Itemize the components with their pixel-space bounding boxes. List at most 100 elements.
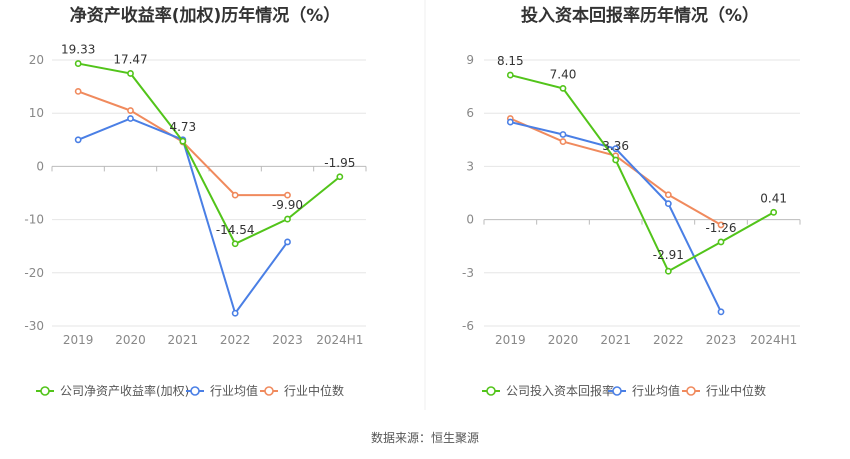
roic-legend-label: 行业中位数	[706, 383, 766, 398]
roic-series-point-1[interactable]	[612, 145, 620, 153]
roic-series-group	[506, 71, 778, 316]
roic-y-tick-label: 0	[466, 213, 474, 227]
roic-series-point-1[interactable]	[664, 200, 672, 208]
roic-series-point-1[interactable]	[717, 308, 725, 316]
roe-x-tick-label: 2019	[63, 333, 94, 347]
roic-series-point-1[interactable]	[559, 131, 567, 138]
roe-data-label: 19.33	[61, 43, 95, 57]
roe-grid	[51, 59, 367, 327]
roic-series-point-2[interactable]	[559, 138, 567, 145]
roe-series-point-0[interactable]	[336, 173, 344, 181]
roic-y-tick-label: -6	[462, 319, 474, 333]
roe-series-point-0[interactable]	[74, 60, 82, 67]
roic-data-label: -2.91	[653, 248, 684, 262]
roic-chart-title: 投入资本回报率历年情况（%）	[521, 5, 759, 26]
roe-x-tick-label: 2022	[220, 333, 251, 347]
roe-series-point-0[interactable]	[231, 240, 239, 248]
roe-series-line-0	[77, 62, 341, 246]
roe-y-axis: 20 10 0 -10 -20 -30	[24, 53, 44, 333]
roic-legend-label: 行业均值	[632, 383, 680, 398]
roe-x-tick-label: 2020	[115, 333, 146, 347]
roe-data-label: 17.47	[113, 52, 147, 66]
roic-y-tick-label: 3	[466, 159, 474, 173]
roic-grid	[483, 59, 801, 327]
roe-legend-item-0[interactable]: 公司净资产收益率(加权)	[36, 383, 189, 398]
roic-legend-item-2[interactable]: 行业中位数	[682, 383, 766, 398]
roic-series-point-0[interactable]	[559, 84, 567, 92]
roic-x-tick-label: 2023	[706, 333, 737, 347]
roic-y-tick-label: 6	[466, 106, 474, 120]
roe-series-point-0[interactable]	[179, 137, 187, 145]
roe-x-tick-label: 2023	[272, 333, 303, 347]
roe-y-tick-label: -20	[24, 266, 44, 280]
roic-y-tick-label: 9	[466, 53, 474, 67]
data-source-label: 数据来源：恒生聚源	[371, 430, 479, 445]
roe-x-tick-label: 2021	[168, 333, 199, 347]
roe-series-point-2[interactable]	[127, 107, 134, 114]
roe-series-point-1[interactable]	[127, 115, 134, 122]
roe-legend-item-2[interactable]: 行业中位数	[260, 383, 344, 398]
roe-series-point-0[interactable]	[127, 70, 134, 77]
roe-data-label: -1.95	[324, 156, 355, 170]
roe-series-point-1[interactable]	[231, 309, 239, 317]
roic-legend: 公司投入资本回报率 行业均值 行业中位数	[482, 383, 766, 398]
roic-series-point-2[interactable]	[717, 221, 725, 229]
roic-series-line-2	[509, 117, 722, 226]
roe-legend-label: 公司净资产收益率(加权)	[60, 383, 189, 398]
roic-x-axis: 2019 2020 2021 2022 2023 2024H1	[495, 333, 797, 347]
roe-legend-marker-icon	[190, 386, 200, 396]
roe-y-tick-label: -30	[24, 319, 44, 333]
roic-chart-panel: 投入资本回报率历年情况（%） 9 6 3 0 -3 -6 2019 2020 2021 2022…	[462, 5, 801, 398]
roe-x-tick-label: 2024H1	[316, 333, 363, 347]
roe-legend-label: 行业均值	[210, 383, 258, 398]
roe-chart-title: 净资产收益率(加权)历年情况（%）	[70, 5, 341, 26]
roic-data-label: -1.26	[705, 221, 736, 235]
roe-data-label: -9.90	[272, 198, 303, 212]
roic-x-tick-label: 2020	[548, 333, 579, 347]
roe-series-line-1	[77, 117, 289, 316]
roe-legend-item-1[interactable]: 行业均值	[186, 383, 258, 398]
roic-series-point-0[interactable]	[717, 238, 725, 246]
roe-series-point-2[interactable]	[74, 87, 82, 95]
roic-series-point-0[interactable]	[612, 156, 620, 164]
roic-data-label: 0.41	[760, 191, 787, 205]
roe-y-tick-label: 10	[29, 106, 44, 120]
roic-series-point-1[interactable]	[506, 118, 514, 126]
roic-data-label: 3.36	[602, 139, 629, 153]
roic-data-label: 7.40	[550, 67, 577, 81]
roe-data-label: -14.54	[216, 223, 255, 237]
roic-series-point-0[interactable]	[770, 208, 778, 216]
roic-legend-marker-icon	[486, 386, 496, 396]
roe-series-point-1[interactable]	[284, 238, 291, 246]
roic-legend-label: 公司投入资本回报率	[506, 383, 614, 398]
roe-legend-marker-icon	[40, 386, 50, 396]
roic-data-label: 8.15	[497, 54, 524, 68]
roe-series-point-2[interactable]	[284, 191, 291, 199]
roic-series-point-0[interactable]	[664, 267, 672, 275]
roic-x-tick-label: 2019	[495, 333, 526, 347]
roe-series-point-0[interactable]	[284, 215, 291, 223]
roic-series-line-0	[510, 74, 775, 273]
roe-series-point-2[interactable]	[231, 191, 239, 199]
roic-legend-item-0[interactable]: 公司投入资本回报率	[482, 383, 614, 398]
roe-y-tick-label: 20	[29, 53, 44, 67]
roic-y-axis: 9 6 3 0 -3 -6	[462, 53, 474, 333]
roe-y-tick-label: 0	[36, 159, 44, 173]
roe-y-tick-label: -10	[24, 213, 44, 227]
roe-x-axis: 2019 2020 2021 2022 2023 2024H1	[63, 333, 364, 347]
roe-legend: 公司净资产收益率(加权) 行业均值 行业中位数	[36, 383, 344, 398]
roic-data-labels: 8.15 7.40 3.36 -2.91 -1.26 0.41	[497, 54, 787, 262]
roic-x-tick-label: 2022	[653, 333, 684, 347]
roe-legend-marker-icon	[264, 386, 274, 396]
roic-x-tick-label: 2021	[600, 333, 631, 347]
roe-series-point-1[interactable]	[74, 136, 82, 144]
roic-series-point-0[interactable]	[506, 71, 514, 79]
roe-data-label: 4.73	[169, 120, 196, 134]
roe-data-labels: 19.33 17.47 4.73 -14.54 -9.90 -1.95	[61, 43, 355, 237]
roic-x-tick-label: 2024H1	[750, 333, 797, 347]
roe-series-group	[74, 60, 344, 317]
roe-chart-panel: 净资产收益率(加权)历年情况（%） 20 10 0 -10 -20 -30 2019 202…	[24, 5, 367, 398]
roic-series-point-2[interactable]	[664, 191, 672, 199]
roic-legend-item-1[interactable]: 行业均值	[608, 383, 680, 398]
